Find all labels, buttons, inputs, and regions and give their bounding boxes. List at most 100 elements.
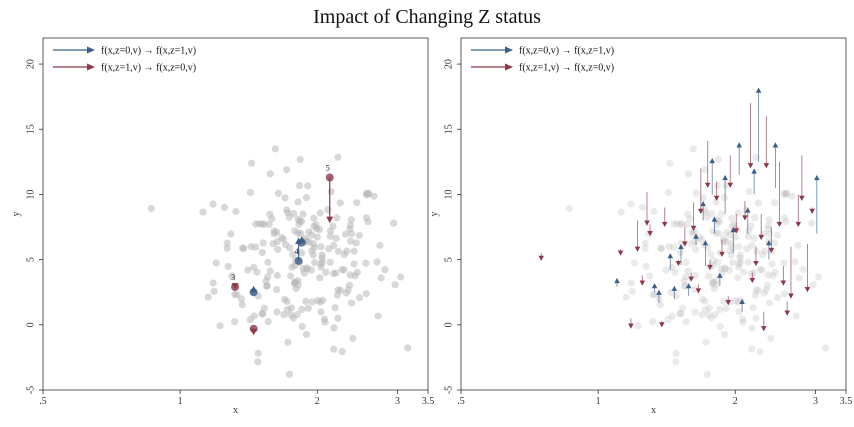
data-point: [754, 199, 762, 207]
data-point: [712, 281, 720, 289]
legend-label-blue: f(x,z=0,v) → f(x,z=1,v): [101, 46, 196, 57]
data-point: [807, 219, 816, 227]
data-point: [682, 258, 690, 266]
legend-arrow-blue: [87, 46, 95, 54]
plot-frame: [460, 37, 847, 391]
data-point: [281, 194, 289, 202]
data-point: [634, 322, 642, 330]
arrow-head: [768, 247, 775, 254]
arrow-head: [707, 264, 713, 271]
data-point: [147, 204, 155, 213]
arrow-head: [736, 142, 742, 148]
data-point: [720, 330, 729, 339]
data-point: [376, 241, 384, 249]
data-point: [302, 297, 310, 305]
data-point: [726, 231, 734, 239]
x-tick-label: 3.5: [840, 396, 853, 407]
data-point: [265, 220, 273, 229]
data-point: [377, 274, 385, 282]
data-point: [294, 198, 302, 206]
data-point: [298, 322, 306, 331]
data-point: [220, 203, 229, 212]
data-point: [341, 230, 350, 238]
data-point: [266, 210, 274, 218]
data-point: [209, 200, 217, 208]
arrow-head: [702, 240, 709, 246]
data-point: [283, 297, 291, 306]
arrow-head: [772, 142, 779, 148]
data-point: [397, 273, 405, 281]
highlight-point: [294, 256, 303, 265]
data-point: [815, 273, 823, 281]
arrow-head: [809, 208, 815, 214]
arrow-head: [727, 182, 734, 188]
data-point: [327, 187, 335, 196]
data-point: [683, 220, 691, 229]
data-point: [692, 245, 700, 254]
arrow-head: [776, 221, 783, 228]
data-point: [209, 279, 217, 287]
data-point: [739, 318, 747, 326]
data-point: [297, 229, 305, 238]
x-tick-label: 3.5: [422, 396, 435, 407]
data-point: [748, 345, 756, 353]
data-point: [347, 216, 355, 224]
arrow-head: [722, 174, 728, 181]
data-point: [731, 233, 739, 241]
arrow-head: [688, 276, 694, 282]
data-point: [352, 239, 360, 247]
arrow-head: [788, 293, 794, 299]
data-point: [627, 200, 635, 208]
data-point: [617, 208, 625, 216]
data-point: [689, 145, 697, 153]
arrow-head: [799, 195, 805, 201]
arrow-head: [742, 215, 748, 221]
data-point: [311, 259, 319, 267]
y-axis-label: y: [11, 212, 22, 217]
data-point: [701, 297, 709, 306]
data-point: [702, 338, 710, 346]
data-point: [664, 188, 672, 196]
data-point: [331, 304, 339, 312]
data-point: [751, 291, 759, 299]
data-point: [799, 266, 807, 274]
data-point: [707, 314, 715, 322]
arrow-head: [709, 157, 716, 164]
data-point: [765, 299, 774, 307]
data-point: [794, 241, 802, 249]
data-point: [749, 304, 757, 312]
data-point: [719, 234, 728, 243]
data-point: [698, 311, 706, 319]
y-tick-label: -5: [25, 386, 36, 394]
data-point: [696, 234, 704, 242]
data-point: [716, 305, 724, 314]
data-point: [665, 242, 673, 251]
data-point: [317, 243, 325, 251]
data-point: [712, 198, 720, 206]
arrow-head: [656, 289, 662, 295]
data-point: [343, 247, 351, 255]
data-point: [346, 237, 355, 245]
arrow-head: [711, 216, 718, 222]
arrow-head: [647, 230, 653, 237]
data-point: [329, 222, 337, 230]
data-point: [767, 334, 775, 342]
arrow-head: [697, 208, 704, 214]
data-point: [712, 277, 720, 285]
data-point: [715, 217, 724, 226]
arrow-head: [725, 300, 732, 306]
data-point: [677, 239, 685, 247]
data-point: [701, 306, 710, 314]
data-point: [708, 280, 717, 288]
data-point: [316, 274, 324, 282]
data-point: [748, 241, 756, 250]
x-tick-label: .5: [457, 396, 465, 407]
arrow-head: [538, 255, 545, 261]
data-point: [342, 289, 350, 297]
data-point: [735, 260, 743, 268]
data-point: [809, 281, 817, 289]
data-point: [258, 248, 266, 257]
data-point: [745, 187, 753, 196]
data-point: [727, 251, 735, 259]
figure-title: Impact of Changing Z status: [313, 6, 541, 28]
